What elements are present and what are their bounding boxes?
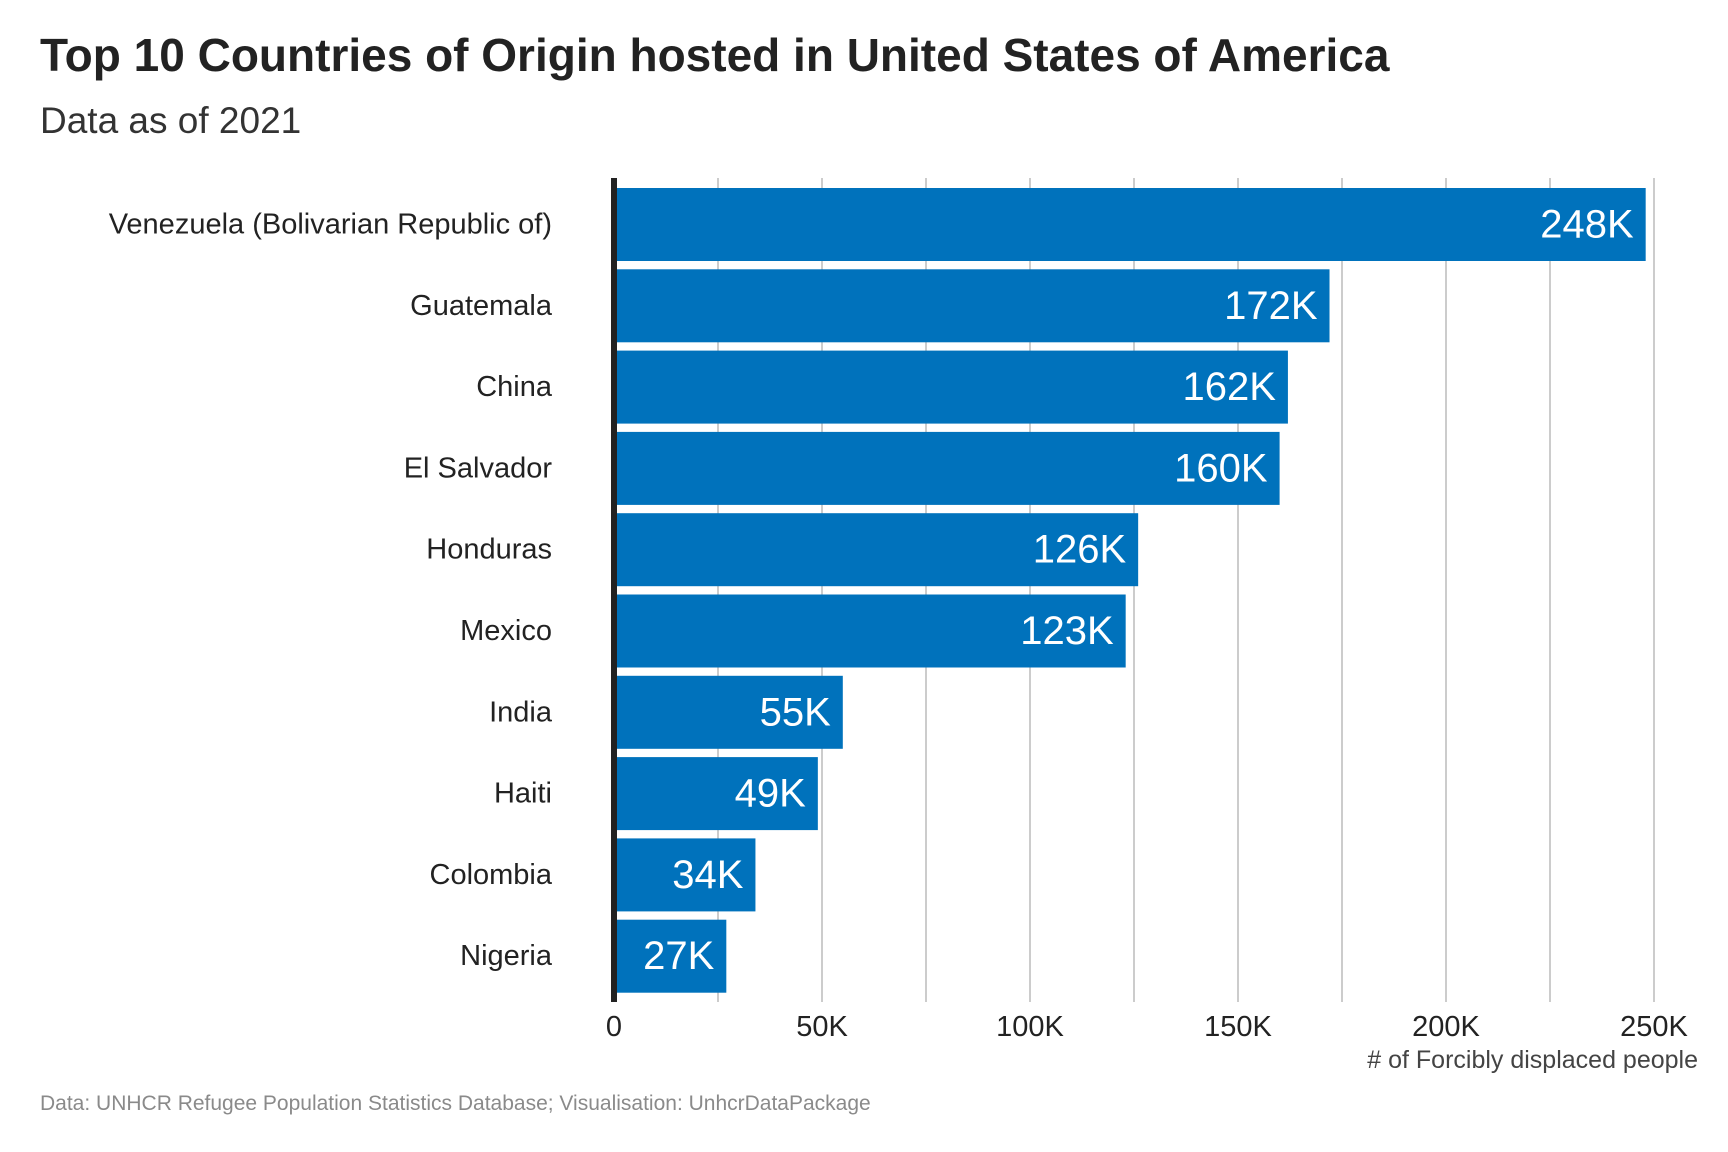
x-tick-label: 250K (1620, 1011, 1688, 1043)
category-label: Haiti (494, 778, 552, 810)
category-labels: Venezuela (Bolivarian Republic of) Guatem… (109, 209, 553, 973)
bar (616, 431, 1280, 505)
category-label: Guatemala (410, 290, 553, 322)
bar-value-label: 162K (1182, 365, 1276, 409)
category-label: Honduras (426, 534, 552, 566)
bar-value-label: 27K (643, 934, 714, 978)
chart-title: Top 10 Countries of Origin hosted in Uni… (40, 29, 1390, 81)
category-label: El Salvador (404, 452, 553, 484)
bar-value-label: 172K (1224, 284, 1318, 328)
category-label: Nigeria (460, 940, 553, 972)
bar (616, 675, 843, 749)
bar-value-label: 55K (760, 690, 831, 734)
bar (616, 594, 1126, 668)
bars: 248K 172K 162K 160K 126K 123K 55K 49K 34K 27K (616, 188, 1646, 993)
category-label: India (489, 696, 553, 728)
bar-value-label: 49K (735, 772, 806, 816)
bar (616, 919, 727, 993)
category-label: Venezuela (Bolivarian Republic of) (109, 209, 552, 241)
bar-value-label: 123K (1020, 609, 1114, 653)
bar-value-label: 248K (1540, 203, 1634, 247)
source-caption: Data: UNHCR Refugee Population Statistic… (40, 1092, 871, 1115)
bar (616, 838, 756, 912)
x-tick-label: 50K (796, 1011, 848, 1043)
x-tick-label: 150K (1204, 1011, 1272, 1043)
chart-subtitle: Data as of 2021 (40, 100, 302, 141)
category-label: Mexico (460, 615, 552, 647)
bar-value-label: 126K (1033, 528, 1127, 572)
bar-value-label: 160K (1174, 446, 1268, 490)
bar (616, 513, 1139, 587)
category-label: Colombia (430, 859, 553, 891)
bar-value-label: 34K (672, 853, 743, 897)
category-label: China (476, 371, 553, 403)
bar (616, 269, 1330, 343)
bar (616, 757, 818, 831)
x-tick-label: 100K (996, 1011, 1064, 1043)
x-tick-labels: 0 50K 100K 150K 200K 250K (606, 1011, 1689, 1043)
bar (616, 350, 1288, 424)
bar (616, 188, 1646, 261)
x-tick-label: 0 (606, 1011, 622, 1043)
x-axis-title: # of Forcibly displaced people (1367, 1046, 1698, 1074)
x-tick-label: 200K (1412, 1011, 1480, 1043)
